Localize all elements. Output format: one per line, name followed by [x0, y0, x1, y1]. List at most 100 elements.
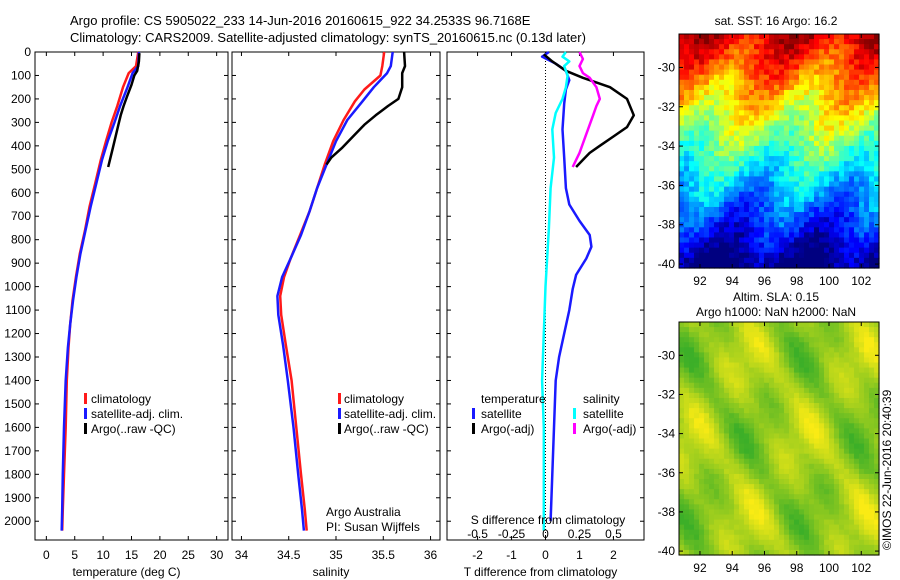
heatmap-cell	[839, 34, 845, 40]
heatmap-cell	[844, 232, 850, 239]
heatmap-cell	[754, 468, 760, 475]
heatmap-cell	[804, 509, 810, 516]
x-tick-label: -2	[472, 548, 483, 562]
heatmap-cell	[739, 176, 745, 183]
heatmap-cell	[754, 44, 760, 50]
heatmap-cell	[804, 79, 810, 86]
heatmap-cell	[679, 408, 685, 414]
heatmap-cell	[714, 352, 720, 359]
heatmap-cell	[799, 382, 805, 389]
heatmap-cell	[784, 448, 790, 455]
heatmap-cell	[754, 504, 760, 511]
heatmap-cell	[874, 196, 880, 203]
heatmap-cell	[844, 433, 850, 440]
heatmap-cell	[734, 176, 740, 183]
heatmap-cell	[864, 54, 870, 61]
heatmap-cell	[749, 509, 755, 516]
heatmap-cell	[784, 191, 790, 198]
heatmap-cell	[794, 79, 800, 86]
heatmap-cell	[709, 206, 715, 213]
heatmap-cell	[774, 453, 780, 460]
heatmap-cell	[859, 39, 865, 45]
heatmap-cell	[814, 357, 820, 364]
heatmap-cell	[729, 151, 735, 157]
heatmap-cell	[834, 524, 840, 531]
heatmap-cell	[864, 337, 870, 343]
heatmap-cell	[739, 549, 745, 556]
heatmap-cell	[694, 89, 700, 96]
heatmap-cell	[689, 105, 695, 111]
depth-tick-label: 1300	[4, 350, 31, 364]
heatmap-cell	[744, 69, 750, 76]
heatmap-cell	[784, 176, 790, 183]
heatmap-cell	[764, 89, 770, 96]
heatmap-cell	[829, 408, 835, 414]
heatmap-cell	[804, 504, 810, 511]
heatmap-cell	[814, 120, 820, 127]
heatmap-cell	[829, 549, 835, 556]
heatmap-cell	[679, 327, 685, 333]
heatmap-cell	[759, 34, 765, 40]
heatmap-cell	[744, 367, 750, 374]
heatmap-cell	[869, 79, 875, 86]
heatmap-cell	[724, 382, 730, 389]
heatmap-cell	[789, 539, 795, 546]
heatmap-cell	[869, 413, 875, 419]
heatmap-cell	[839, 201, 845, 208]
heatmap-cell	[724, 206, 730, 213]
heatmap-cell	[684, 44, 690, 50]
heatmap-cell	[814, 115, 820, 122]
heatmap-cell	[764, 377, 770, 384]
heatmap-cell	[689, 59, 695, 66]
heatmap-cell	[799, 377, 805, 384]
heatmap-cell	[719, 357, 725, 364]
heatmap-cell	[844, 186, 850, 193]
heatmap-cell	[864, 509, 870, 516]
heatmap-cell	[689, 413, 695, 419]
heatmap-cell	[759, 201, 765, 208]
heatmap-cell	[799, 79, 805, 86]
heatmap-cell	[719, 342, 725, 348]
heatmap-cell	[709, 222, 715, 228]
heatmap-cell	[704, 196, 710, 203]
heatmap-cell	[849, 145, 855, 152]
heatmap-cell	[789, 130, 795, 137]
heatmap-cell	[809, 84, 815, 91]
heatmap-cell	[854, 79, 860, 86]
heatmap-cell	[794, 257, 800, 264]
heatmap-cell	[719, 39, 725, 45]
heatmap-cell	[719, 237, 725, 244]
heatmap-cell	[764, 499, 770, 505]
heatmap-cell	[859, 418, 865, 424]
heatmap-cell	[784, 232, 790, 239]
heatmap-cell	[784, 322, 790, 328]
heatmap-cell	[849, 352, 855, 359]
heatmap-cell	[824, 438, 830, 445]
heatmap-cell	[834, 196, 840, 203]
heatmap-cell	[714, 372, 720, 379]
heatmap-cell	[794, 110, 800, 116]
heatmap-cell	[689, 544, 695, 551]
heatmap-cell	[829, 448, 835, 455]
heatmap-cell	[839, 387, 845, 394]
heatmap-cell	[764, 201, 770, 208]
heatmap-cell	[799, 438, 805, 445]
heatmap-cell	[704, 458, 710, 465]
heatmap-cell	[874, 69, 880, 76]
heatmap-cell	[764, 120, 770, 127]
heatmap-cell	[794, 372, 800, 379]
heatmap-cell	[784, 468, 790, 475]
heatmap-cell	[834, 171, 840, 178]
heatmap-cell	[779, 64, 785, 71]
map-x-tick-label: 98	[790, 274, 804, 288]
heatmap-cell	[749, 69, 755, 76]
heatmap-cell	[794, 342, 800, 348]
heatmap-cell	[709, 79, 715, 86]
heatmap-cell	[854, 74, 860, 81]
heatmap-cell	[694, 342, 700, 348]
heatmap-cell	[744, 201, 750, 208]
heatmap-cell	[729, 237, 735, 244]
heatmap-cell	[799, 362, 805, 369]
heatmap-cell	[749, 448, 755, 455]
heatmap-cell	[774, 140, 780, 147]
